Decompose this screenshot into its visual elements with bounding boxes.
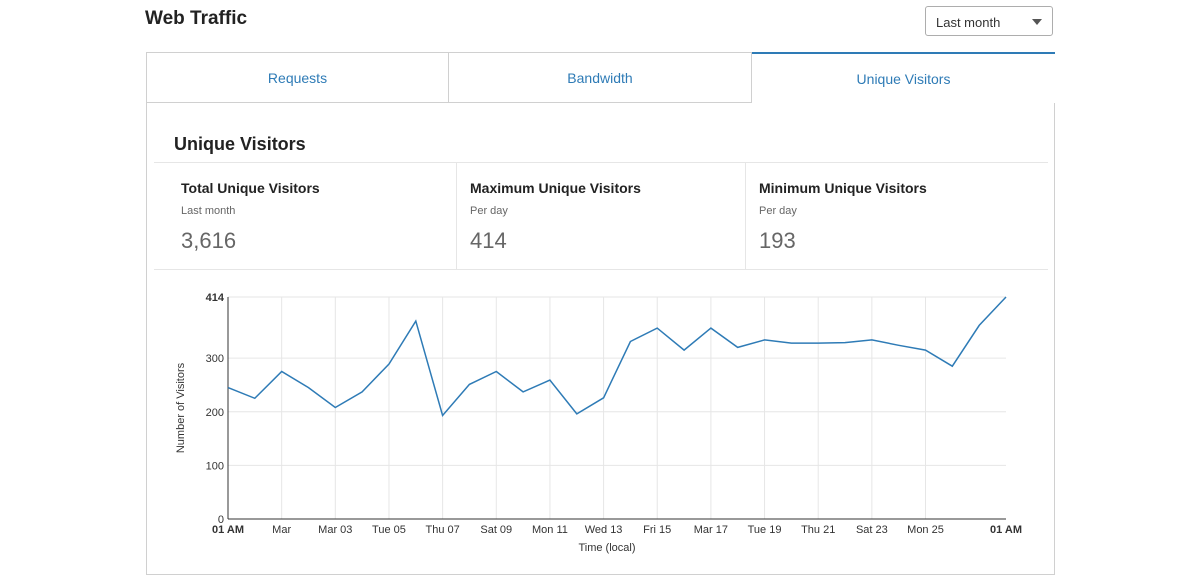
y-tick-label: 200 [206, 407, 224, 419]
stat-max-value: 414 [470, 228, 507, 253]
stat-total-subtitle: Last month [181, 205, 236, 217]
x-tick-label: Mar 03 [318, 524, 352, 536]
date-range-select[interactable]: Last month [925, 6, 1053, 36]
divider [745, 163, 746, 269]
x-tick-label: Wed 13 [585, 524, 623, 536]
divider [154, 269, 1048, 270]
x-tick-label: Sat 09 [480, 524, 512, 536]
y-tick-label: 0 [218, 514, 224, 526]
section-title: Unique Visitors [174, 134, 306, 154]
x-tick-label: Mon 11 [532, 524, 568, 536]
page-title: Web Traffic [145, 8, 248, 29]
x-tick-label: Mar [272, 524, 291, 536]
x-tick-label: Thu 21 [801, 524, 835, 536]
x-tick-label: Mon 25 [907, 524, 944, 536]
series-line [227, 296, 1007, 418]
divider [154, 162, 1048, 163]
tab-unique-visitors[interactable]: Unique Visitors [752, 52, 1055, 103]
y-tick-label: 414 [206, 292, 225, 304]
x-tick-label: Sat 23 [856, 524, 888, 536]
divider [456, 163, 457, 269]
x-tick-label: Tue 05 [372, 524, 406, 536]
x-tick-label: Fri 15 [643, 524, 671, 536]
chevron-down-icon[interactable] [1032, 19, 1042, 25]
y-tick-label: 100 [206, 460, 224, 472]
x-tick-label: 01 AM [990, 524, 1022, 536]
tab-bandwidth[interactable]: Bandwidth [449, 52, 752, 103]
x-tick-label: 01 AM [212, 524, 244, 536]
stat-total-value: 3,616 [181, 228, 237, 253]
y-axis-label: Number of Visitors [175, 362, 187, 453]
stat-max-subtitle: Per day [470, 205, 508, 217]
stat-min-subtitle: Per day [759, 205, 797, 217]
stat-min-title: Minimum Unique Visitors [759, 180, 927, 196]
y-tick-label: 300 [206, 353, 224, 365]
x-tick-label: Thu 07 [425, 524, 459, 536]
tab-requests[interactable]: Requests [146, 52, 449, 103]
x-tick-label: Mar 17 [694, 524, 728, 536]
stat-max-title: Maximum Unique Visitors [470, 180, 641, 196]
traffic-panel [146, 52, 1055, 575]
stat-min-value: 193 [759, 228, 796, 253]
x-axis-label: Time (local) [578, 542, 635, 554]
stat-total-title: Total Unique Visitors [181, 180, 320, 196]
date-range-value: Last month [936, 15, 1001, 30]
x-tick-label: Tue 19 [748, 524, 782, 536]
